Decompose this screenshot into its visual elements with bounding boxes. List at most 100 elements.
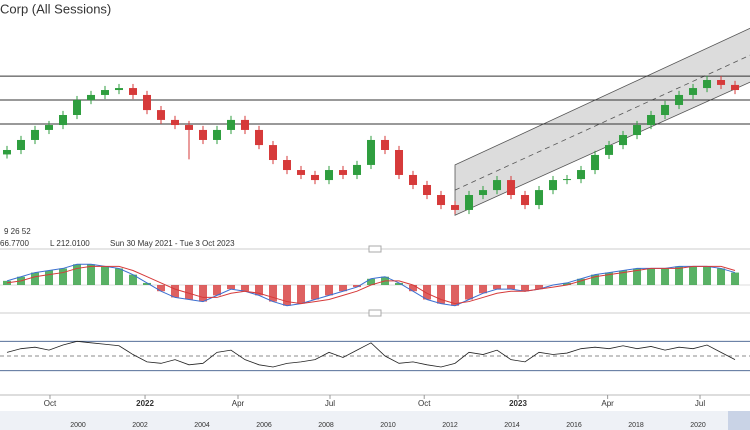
navigator-year: 2008 bbox=[318, 422, 334, 429]
histogram-bar bbox=[577, 278, 586, 285]
navigator-year: 2018 bbox=[628, 422, 644, 429]
histogram-bar bbox=[535, 285, 544, 290]
histogram-bar bbox=[633, 268, 642, 285]
candle-body bbox=[213, 129, 222, 140]
histogram-bar bbox=[493, 285, 502, 290]
candle-body bbox=[689, 88, 698, 95]
histogram-bar bbox=[353, 285, 362, 288]
navigator-year: 2014 bbox=[504, 422, 520, 429]
histogram-bar bbox=[199, 285, 208, 302]
candle-body bbox=[577, 170, 586, 180]
signal-line bbox=[6, 265, 736, 305]
histogram-bar bbox=[661, 268, 670, 285]
histogram-bar bbox=[73, 264, 82, 285]
navigator-window[interactable] bbox=[728, 411, 750, 430]
x-tick-label: 2022 bbox=[136, 399, 154, 408]
histogram-bar bbox=[409, 285, 418, 292]
histogram-bar bbox=[507, 285, 516, 290]
histogram-bar bbox=[367, 278, 376, 285]
indicator-params: 9 26 52 bbox=[4, 227, 31, 236]
histogram-bar bbox=[479, 285, 488, 294]
histogram-bar bbox=[31, 272, 40, 285]
histogram-bar bbox=[143, 282, 152, 285]
candle-body bbox=[717, 80, 726, 85]
navigator-year: 2010 bbox=[380, 422, 396, 429]
histogram-bar bbox=[87, 264, 96, 285]
navigator-year: 2004 bbox=[194, 422, 210, 429]
histogram-bar bbox=[647, 268, 656, 285]
candle-body bbox=[381, 139, 390, 150]
navigator-year: 2016 bbox=[566, 422, 582, 429]
candle-body bbox=[185, 125, 194, 130]
panel-handle[interactable] bbox=[368, 245, 382, 253]
candle-body bbox=[647, 115, 656, 126]
x-tick-label: Jul bbox=[695, 399, 705, 408]
date-range: Sun 30 May 2021 - Tue 3 Oct 2023 bbox=[110, 239, 235, 248]
histogram-bar bbox=[521, 285, 530, 292]
candle-body bbox=[297, 170, 306, 175]
candle-body bbox=[437, 195, 446, 206]
histogram-bar bbox=[717, 268, 726, 285]
candle-body bbox=[199, 129, 208, 140]
histogram-bar bbox=[213, 285, 222, 296]
candle-body bbox=[703, 80, 712, 89]
macd-line bbox=[6, 263, 736, 307]
info-low: L 212.0100 bbox=[50, 239, 90, 248]
histogram-bar bbox=[269, 285, 278, 302]
candle-body bbox=[269, 145, 278, 161]
candle-body bbox=[395, 149, 404, 175]
x-tick-label: Apr bbox=[601, 399, 614, 408]
candle-body bbox=[367, 139, 376, 165]
navigator-year: 2006 bbox=[256, 422, 272, 429]
candle-body bbox=[493, 180, 502, 191]
navigator[interactable] bbox=[0, 411, 750, 430]
histogram-bar bbox=[339, 285, 348, 292]
histogram-bar bbox=[703, 266, 712, 285]
candle-body bbox=[451, 205, 460, 210]
histogram-bar bbox=[227, 285, 236, 290]
channel-midline bbox=[454, 54, 750, 191]
candle-body bbox=[311, 174, 320, 181]
histogram-bar bbox=[255, 285, 264, 296]
price-panel bbox=[0, 27, 750, 216]
histogram-bar bbox=[689, 266, 698, 285]
histogram-bar bbox=[423, 285, 432, 300]
histogram-bar bbox=[101, 266, 110, 285]
histogram-bar bbox=[675, 266, 684, 285]
histogram-bar bbox=[451, 285, 460, 306]
candle-body bbox=[255, 129, 264, 146]
histogram-bar bbox=[45, 270, 54, 285]
candle-body bbox=[129, 88, 138, 95]
navigator-year: 2002 bbox=[132, 422, 148, 429]
trend-channel bbox=[454, 27, 750, 216]
candle-body bbox=[31, 129, 40, 140]
navigator-year: 2020 bbox=[690, 422, 706, 429]
histogram-bar bbox=[731, 272, 740, 285]
candle-body bbox=[87, 94, 96, 101]
x-tick-label: Jul bbox=[325, 399, 335, 408]
x-tick-label: Apr bbox=[232, 399, 245, 408]
histogram-bar bbox=[185, 285, 194, 300]
panel-handle[interactable] bbox=[368, 309, 382, 317]
histogram-bar bbox=[171, 285, 180, 298]
candle-body bbox=[605, 145, 614, 155]
histogram-bar bbox=[619, 270, 628, 285]
candle-body bbox=[619, 135, 628, 146]
candle-body bbox=[241, 119, 250, 130]
chart-title: Corp (All Sessions) bbox=[0, 1, 111, 16]
histogram-bar bbox=[395, 282, 404, 285]
candle-body bbox=[591, 154, 600, 171]
x-tick-label: Oct bbox=[44, 399, 57, 408]
candle-body bbox=[521, 195, 530, 206]
candle-body bbox=[45, 125, 54, 130]
x-tick-label: Oct bbox=[418, 399, 431, 408]
histogram-bar bbox=[325, 285, 334, 296]
candle-body bbox=[549, 180, 558, 191]
candle-body bbox=[227, 119, 236, 130]
histogram-bar bbox=[157, 285, 166, 292]
histogram-bar bbox=[437, 285, 446, 304]
candle-body bbox=[339, 170, 348, 175]
candle-body bbox=[59, 115, 68, 126]
x-tick-label: 2023 bbox=[509, 399, 527, 408]
